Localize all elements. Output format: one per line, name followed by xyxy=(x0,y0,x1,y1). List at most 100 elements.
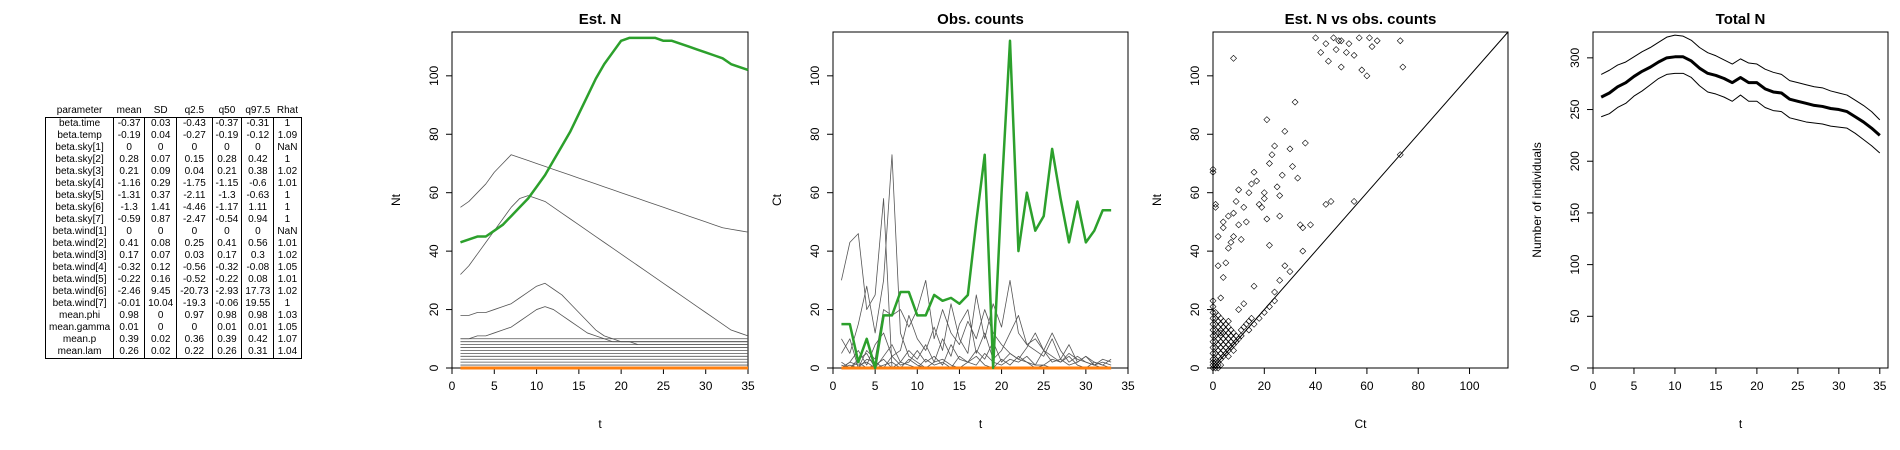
y-tick-label: 60 xyxy=(427,186,441,200)
table-cell: 1 xyxy=(273,154,302,166)
data-point xyxy=(1224,212,1232,220)
table-cell: -2.11 xyxy=(176,190,213,202)
table-cell: 0.22 xyxy=(176,346,213,359)
x-tick-label: 0 xyxy=(449,379,456,393)
y-tick-label: 60 xyxy=(808,186,822,200)
table-cell: beta.temp xyxy=(44,130,115,142)
data-point xyxy=(1337,37,1345,45)
column-header: mean xyxy=(116,105,142,116)
data-point xyxy=(1322,200,1330,208)
data-point xyxy=(1281,127,1289,135)
data-point xyxy=(1230,209,1237,217)
table-cell: beta.sky[1] xyxy=(44,142,115,154)
table-cell: 0.97 xyxy=(176,310,213,322)
x-tick-label: 5 xyxy=(491,379,498,393)
data-point xyxy=(1209,165,1217,173)
table-cell: 1 xyxy=(273,214,302,226)
data-point xyxy=(1235,186,1243,194)
table-cell: 1.02 xyxy=(273,250,302,262)
data-point xyxy=(1337,63,1345,71)
x-tick-label: 0 xyxy=(830,379,837,393)
data-point xyxy=(1271,288,1278,296)
data-point xyxy=(1219,274,1227,281)
x-tick-label: 100 xyxy=(1460,379,1480,393)
table-cell: 1 xyxy=(273,190,302,202)
table-row: beta.wind[5] -0.22 0.16 -0.52 -0.22 0.08 1.01 xyxy=(44,274,302,286)
y-axis-label: Nt xyxy=(1150,193,1164,206)
table-cell: beta.wind[2] xyxy=(44,238,115,250)
x-tick-label: 30 xyxy=(699,379,713,393)
parameter-table: parameter mean SD q2.5 q50 q97.5 Rhat beta.tim… xyxy=(44,105,302,359)
y-tick-label: 0 xyxy=(808,364,822,371)
table-cell: beta.sky[4] xyxy=(44,178,115,190)
table-row: beta.sky[7] -0.59 0.87 -2.47 -0.54 0.94 1 xyxy=(44,214,302,226)
table-row: beta.wind[3] 0.17 0.07 0.03 0.17 0.3 1.02 xyxy=(44,250,302,262)
plot-frame xyxy=(1592,31,1889,369)
data-point xyxy=(1240,300,1248,308)
data-point xyxy=(1266,160,1273,167)
x-tick-label: 10 xyxy=(1668,379,1682,393)
data-point xyxy=(1212,203,1219,211)
chart-title: Total N xyxy=(1716,11,1766,28)
data-point xyxy=(1273,183,1281,191)
table-cell: 0.04 xyxy=(176,166,213,178)
table-cell: 1.02 xyxy=(273,166,302,178)
data-point xyxy=(1368,43,1376,51)
data-point xyxy=(1307,221,1314,229)
table-cell: -19.3 xyxy=(176,298,213,310)
data-point xyxy=(1214,364,1222,372)
table-cell: -2.47 xyxy=(176,214,213,226)
data-point xyxy=(1214,352,1222,360)
data-point xyxy=(1266,241,1273,249)
table-cell: mean.gamma xyxy=(44,322,115,334)
table-cell: beta.sky[2] xyxy=(44,154,115,166)
y-tick-label: 80 xyxy=(808,127,822,141)
column-header: q2.5 xyxy=(184,105,205,116)
data-point xyxy=(1219,347,1227,354)
table-cell: 1.05 xyxy=(273,322,302,334)
table-row: mean.lam 0.26 0.02 0.22 0.26 0.31 1.04 xyxy=(44,346,302,359)
data-point xyxy=(1224,352,1232,360)
data-point xyxy=(1327,198,1335,205)
table-cell: 0.36 xyxy=(176,334,213,346)
data-point xyxy=(1266,303,1273,311)
data-point xyxy=(1209,332,1217,340)
data-point xyxy=(1232,198,1240,205)
data-point xyxy=(1217,329,1225,337)
y-tick-label: 0 xyxy=(1188,364,1202,371)
y-tick-label: 300 xyxy=(1568,48,1582,68)
data-point xyxy=(1355,34,1363,42)
x-tick-label: 25 xyxy=(1791,379,1805,393)
data-point xyxy=(1212,200,1219,208)
data-point xyxy=(1209,349,1217,357)
table-cell: 0.15 xyxy=(176,154,213,166)
table-cell: 1.07 xyxy=(273,334,302,346)
data-point xyxy=(1396,37,1404,45)
data-point xyxy=(1209,326,1217,334)
data-point xyxy=(1222,259,1230,267)
y-tick-label: 80 xyxy=(427,127,441,141)
data-point xyxy=(1322,40,1330,48)
table-cell: beta.wind[4] xyxy=(44,262,115,274)
table-row: mean.p 0.39 0.02 0.36 0.39 0.42 1.07 xyxy=(44,334,302,346)
data-point xyxy=(1268,151,1276,159)
table-cell: -0.43 xyxy=(176,117,213,130)
x-tick-label: 20 xyxy=(1258,379,1272,393)
table-cell: beta.wind[3] xyxy=(44,250,115,262)
data-point xyxy=(1396,151,1404,159)
table-cell: beta.sky[5] xyxy=(44,190,115,202)
data-point xyxy=(1224,244,1232,252)
gray-series-line xyxy=(460,282,748,343)
data-point xyxy=(1230,335,1237,343)
data-point xyxy=(1366,34,1373,42)
data-point xyxy=(1237,236,1245,243)
table-cell: 1.02 xyxy=(273,286,302,298)
data-point xyxy=(1250,168,1258,176)
table-cell: -0.56 xyxy=(176,262,213,274)
data-point xyxy=(1245,317,1253,325)
column-header: Rhat xyxy=(276,105,298,116)
table-cell: 1.01 xyxy=(273,238,302,250)
data-point xyxy=(1291,98,1299,106)
x-tick-label: 60 xyxy=(1360,379,1374,393)
data-point xyxy=(1235,335,1243,343)
